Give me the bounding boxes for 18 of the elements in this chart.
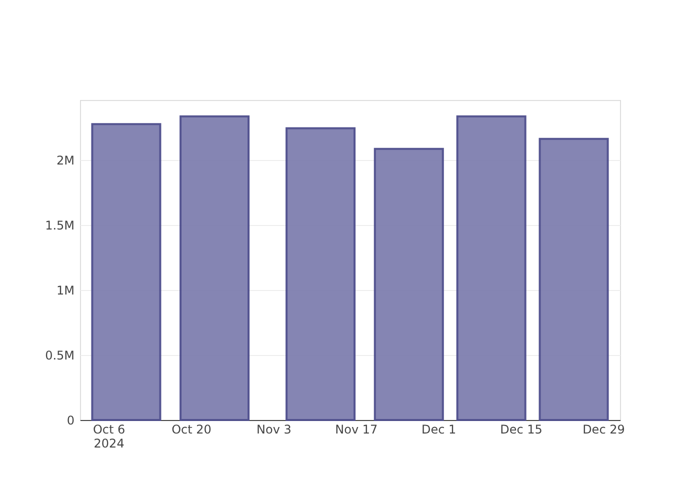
- x-tick-label: Nov 17: [335, 422, 378, 436]
- x-tick-label: Dec 29: [582, 422, 625, 436]
- bar: [286, 127, 356, 421]
- bar: [456, 115, 526, 421]
- x-tick-label: Dec 15: [500, 422, 542, 436]
- x-tick-label: Oct 6 2024: [92, 422, 126, 450]
- bar: [538, 138, 609, 421]
- y-tick-label: 2M: [56, 153, 74, 168]
- y-tick-label: 1M: [56, 283, 74, 298]
- y-tick-label: 0.5M: [45, 348, 74, 362]
- bar: [374, 148, 444, 421]
- x-tick-label: Dec 1: [421, 422, 456, 436]
- bar: [180, 115, 250, 421]
- x-tick-label: Nov 3: [256, 422, 292, 436]
- x-tick-label: Oct 20: [172, 422, 212, 436]
- y-tick-label: 0: [66, 414, 74, 428]
- bar: [91, 123, 162, 421]
- y-tick-label: 1.5M: [45, 218, 74, 232]
